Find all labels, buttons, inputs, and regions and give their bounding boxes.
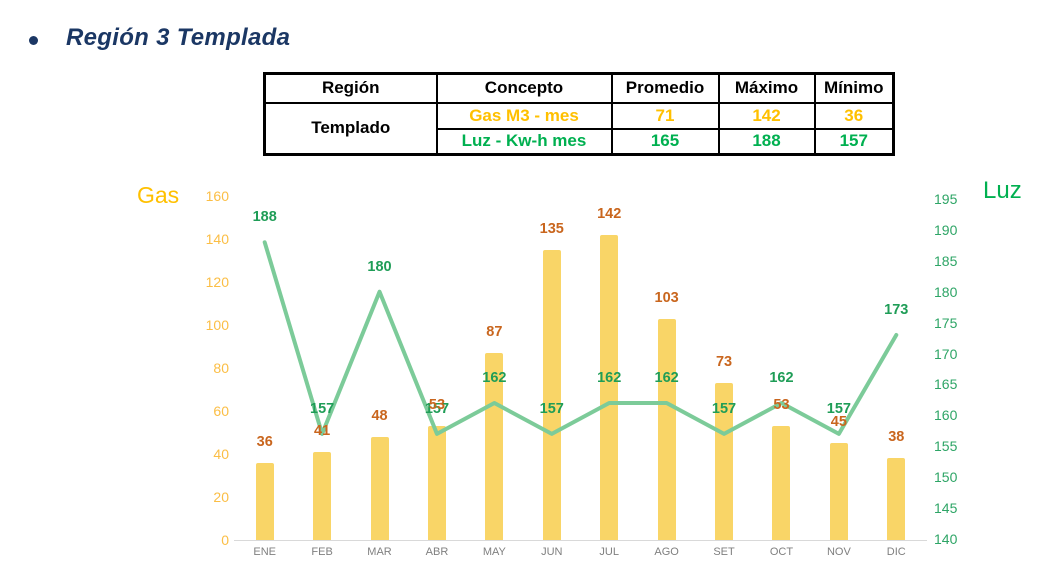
luz-point-label: 157 xyxy=(826,400,851,417)
luz-point-label: 162 xyxy=(597,370,622,386)
x-axis-label: ABR xyxy=(425,546,449,558)
right-axis-tick: 145 xyxy=(934,500,958,517)
luz-point-label: 162 xyxy=(654,370,679,386)
gas-bar xyxy=(657,318,676,540)
gas-bar-label: 73 xyxy=(715,354,733,371)
gas-bar-label: 38 xyxy=(888,429,905,446)
left-axis-tick: 0 xyxy=(221,532,229,548)
gas-bar xyxy=(255,462,274,540)
header-maximo: Máximo xyxy=(717,72,816,104)
luz-point-label: 157 xyxy=(310,400,335,417)
table-row-gas: Templado Gas M3 - mes 71 142 36 xyxy=(263,101,895,156)
luz-maximo: 188 xyxy=(717,127,816,156)
x-axis-label: JUL xyxy=(599,546,619,558)
left-axis-tick: 40 xyxy=(213,446,229,462)
right-axis-tick: 180 xyxy=(934,283,958,300)
gas-bar-label: 103 xyxy=(654,289,679,306)
x-axis-label: AGO xyxy=(654,546,679,558)
table-row-luz: Luz - Kw-h mes 165 188 157 xyxy=(265,127,895,156)
x-axis-label: DIC xyxy=(886,546,906,558)
header-promedio: Promedio xyxy=(610,72,720,104)
left-axis-tick: 60 xyxy=(213,403,229,419)
gas-bar xyxy=(370,436,389,540)
gas-minimo: 36 xyxy=(813,101,895,130)
right-axis-tick: 195 xyxy=(934,191,958,207)
x-axis-label: FEB xyxy=(311,546,333,558)
gas-bar-label: 45 xyxy=(830,414,847,431)
region-cell: Templado xyxy=(263,101,438,156)
luz-point-label: 157 xyxy=(711,400,737,417)
right-axis-tick: 150 xyxy=(934,469,958,486)
luz-point-label: 188 xyxy=(252,209,277,226)
left-axis-tick: 160 xyxy=(205,188,229,204)
gas-promedio: 71 xyxy=(610,101,720,130)
x-axis-label: OCT xyxy=(769,546,794,558)
gas-bar-label: 53 xyxy=(428,397,446,414)
right-axis-tick: 165 xyxy=(934,376,958,393)
luz-minimo: 157 xyxy=(813,127,895,156)
x-axis-label: NOV xyxy=(826,546,851,558)
gas-bar xyxy=(427,426,446,540)
x-axis-label: MAY xyxy=(482,546,506,558)
gas-bar xyxy=(829,443,848,540)
x-axis-label: ENE xyxy=(253,546,277,558)
luz-point-label: 157 xyxy=(424,400,450,417)
header-region: Región xyxy=(263,72,438,104)
x-axis-line xyxy=(234,540,927,541)
right-axis-tick: 155 xyxy=(934,438,958,455)
gas-bar-label: 53 xyxy=(773,397,790,414)
gas-bar xyxy=(887,458,906,540)
gas-bar-label: 36 xyxy=(256,433,273,450)
right-axis-tick: 175 xyxy=(934,314,958,331)
luz-axis-title: Luz xyxy=(983,177,1022,204)
gas-axis-title: Gas xyxy=(137,182,180,208)
gas-bar xyxy=(313,451,332,540)
gas-bar-label: 87 xyxy=(486,323,503,340)
x-axis-label: JUN xyxy=(541,546,563,558)
luz-concept: Luz - Kw-h mes xyxy=(435,127,613,156)
gas-bar-label: 142 xyxy=(597,205,622,222)
title-row: Región 3 Templada xyxy=(29,24,290,52)
luz-point-label: 162 xyxy=(769,370,794,386)
summary-table: Región Concepto Promedio Máximo Mínimo T… xyxy=(263,72,895,156)
table-header-row: Región Concepto Promedio Máximo Mínimo xyxy=(263,72,895,104)
left-axis-tick: 120 xyxy=(205,274,229,290)
luz-point-label: 180 xyxy=(367,258,392,275)
luz-point-label: 162 xyxy=(482,370,507,386)
header-minimo: Mínimo xyxy=(813,72,895,104)
x-axis-label: MAR xyxy=(367,546,392,558)
gas-concept: Gas M3 - mes xyxy=(435,101,613,130)
right-axis-tick: 140 xyxy=(934,531,958,547)
left-axis-tick: 140 xyxy=(205,231,229,247)
x-axis-label: SET xyxy=(713,546,735,558)
gas-bar-label: 135 xyxy=(539,220,564,237)
left-axis-tick: 20 xyxy=(213,489,229,505)
right-axis-tick: 160 xyxy=(934,407,958,424)
left-axis-tick: 100 xyxy=(205,317,229,333)
gas-bar-label: 48 xyxy=(371,407,388,424)
luz-point-label: 173 xyxy=(884,302,909,318)
left-axis-tick: 80 xyxy=(213,360,229,376)
luz-point-label: 157 xyxy=(539,400,564,417)
gas-bar-label: 41 xyxy=(314,422,331,439)
right-axis-tick: 185 xyxy=(934,252,958,269)
bullet-icon xyxy=(29,36,38,45)
gas-bar xyxy=(600,234,619,540)
right-axis-tick: 190 xyxy=(934,221,958,238)
page-title: Región 3 Templada xyxy=(66,24,291,51)
gas-bar xyxy=(542,249,561,540)
gas-maximo: 142 xyxy=(717,101,816,130)
gas-bar xyxy=(772,426,791,540)
luz-promedio: 165 xyxy=(610,127,720,156)
right-axis-tick: 170 xyxy=(934,345,958,362)
header-concepto: Concepto xyxy=(435,72,613,104)
